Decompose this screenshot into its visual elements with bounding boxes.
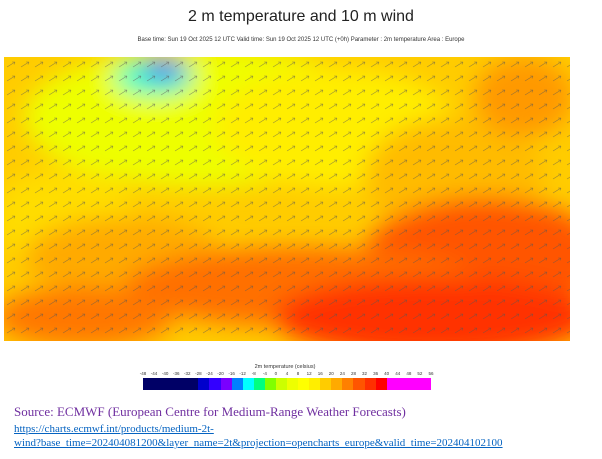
colorbar-tick-label: -32 [184, 371, 191, 376]
colorbar-bin [309, 378, 321, 390]
colorbar-bin [287, 378, 299, 390]
colorbar-tick-label: -48 [139, 371, 147, 376]
colorbar-bin [154, 378, 166, 390]
colorbar-tick-label: 4 [285, 371, 289, 376]
colorbar-tick-label: -28 [195, 371, 202, 376]
colorbar-tick-label: 40 [384, 371, 390, 376]
colorbar-bin [198, 378, 210, 390]
colorbar-tick-label: -40 [161, 371, 169, 376]
colorbar-bin [176, 378, 188, 390]
source-text: Source: ECMWF (European Centre for Mediu… [14, 404, 406, 419]
colorbar-bin [242, 378, 254, 390]
colorbar-bin [397, 378, 409, 390]
colorbar-bin [209, 378, 221, 390]
colorbar-title: 2m temperature (celsius) [254, 364, 316, 370]
source-link-line2[interactable]: wind?base_time=202404081200&layer_name=2… [14, 437, 503, 449]
colorbar-tick-label: -12 [239, 371, 246, 376]
colorbar-bin [375, 378, 387, 390]
colorbar-bin [342, 378, 354, 390]
colorbar-bin [275, 378, 288, 390]
source-link-line1[interactable]: https://charts.ecmwf.int/products/medium… [14, 423, 214, 435]
colorbar [143, 378, 432, 390]
colorbar-tick-label: -24 [206, 371, 213, 376]
colorbar-tick-label: 0 [274, 371, 278, 376]
colorbar-tick-label: 16 [317, 371, 323, 376]
colorbar-tick-label: -8 [251, 371, 256, 376]
colorbar-bin [187, 378, 199, 390]
colorbar-tick-label: 28 [350, 371, 356, 376]
colorbar-bin [364, 378, 376, 390]
colorbar-bin [143, 378, 155, 390]
colorbar-bin [331, 378, 343, 390]
colorbar-tick-label: 12 [306, 371, 312, 376]
colorbar-tick-label: -16 [228, 371, 235, 376]
colorbar-bin [298, 378, 310, 390]
colorbar-tick-label: 48 [406, 371, 412, 376]
colorbar-tick-label: -44 [150, 371, 158, 376]
colorbar-bin [264, 378, 276, 390]
temperature-wind-map [4, 57, 570, 341]
colorbar-tick-label: 52 [417, 371, 423, 376]
colorbar-tick-label: -4 [262, 371, 267, 376]
colorbar-bin [231, 378, 243, 390]
colorbar-tick-label: -36 [172, 371, 180, 376]
colorbar-tick-label: 32 [362, 371, 368, 376]
colorbar-tick-label: 20 [328, 371, 334, 376]
colorbar-bin [419, 378, 432, 390]
colorbar-bin [408, 378, 420, 390]
colorbar-tick-label: 24 [339, 371, 345, 376]
colorbar-tick-label: 36 [373, 371, 379, 376]
colorbar-tick-label: 56 [428, 371, 434, 376]
chart-subtitle: Base time: Sun 19 Oct 2025 12 UTC Valid … [137, 37, 465, 43]
colorbar-bin [220, 378, 232, 390]
colorbar-bin [320, 378, 332, 390]
colorbar-bin [253, 378, 265, 390]
colorbar-tick-label: 44 [395, 371, 401, 376]
colorbar-bin [353, 378, 365, 390]
chart-title: 2 m temperature and 10 m wind [188, 8, 414, 25]
colorbar-ticks: -48 -44 -40 -36 -32 -28 -24 -20 -16 -12 -8 -4 0 4 8 12 1… [139, 371, 434, 378]
colorbar-bin [165, 378, 177, 390]
colorbar-tick-label: 8 [296, 371, 300, 376]
colorbar-tick-label: -20 [217, 371, 224, 376]
colorbar-bin [386, 378, 398, 390]
